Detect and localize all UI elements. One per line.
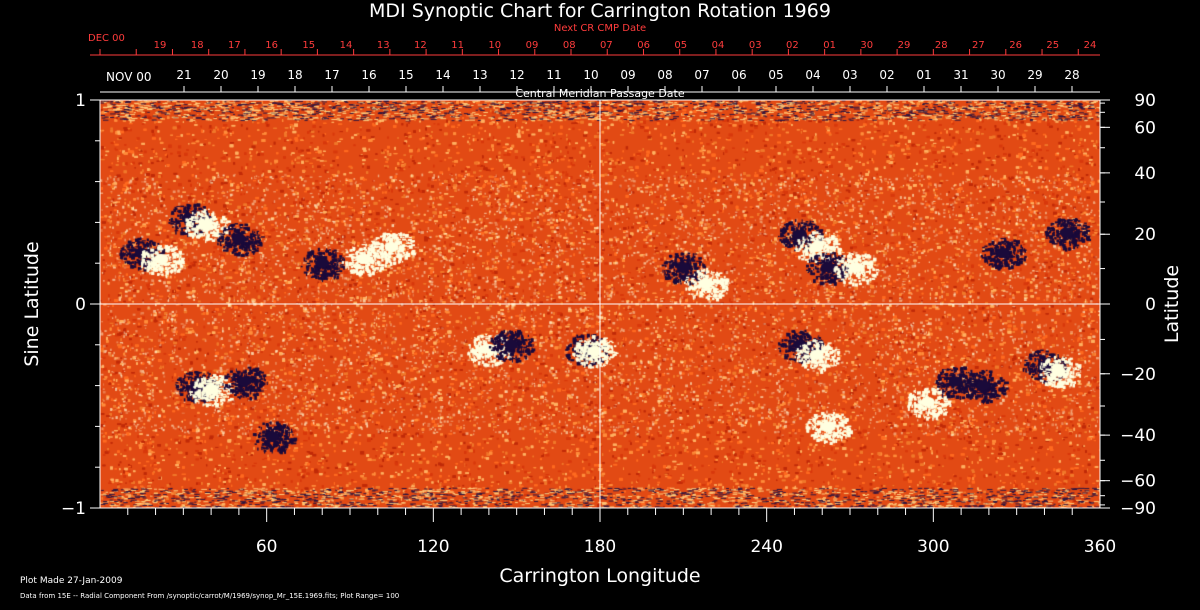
red-date-label: 26 <box>1009 40 1022 51</box>
red-date-label: 03 <box>749 40 762 51</box>
y-right-tick-label: −20 <box>1120 365 1156 385</box>
y-right-tick-label: 90 <box>1134 91 1156 111</box>
red-date-label: 25 <box>1046 40 1059 51</box>
x-tick-label: 60 <box>256 537 278 557</box>
red-date-label: 11 <box>451 40 464 51</box>
red-date-label: 28 <box>935 40 948 51</box>
red-date-label: 18 <box>191 40 204 51</box>
y-right-axis-label: Latitude <box>1161 265 1183 343</box>
red-date-label: 16 <box>265 40 278 51</box>
white-date-label: 10 <box>583 68 598 82</box>
red-date-label: 14 <box>340 40 353 51</box>
y-right-tick-label: 20 <box>1134 225 1156 245</box>
red-date-label: 06 <box>637 40 650 51</box>
red-date-label: 17 <box>228 40 241 51</box>
y-right-tick-label: −40 <box>1120 426 1156 446</box>
white-date-label: 20 <box>213 68 228 82</box>
x-tick-label: 180 <box>584 537 616 557</box>
red-date-label: 09 <box>526 40 539 51</box>
white-date-label: 08 <box>657 68 672 82</box>
white-date-label: 14 <box>435 68 450 82</box>
y-right-tick-label: −90 <box>1120 499 1156 519</box>
white-date-label: 05 <box>768 68 783 82</box>
red-date-label: 30 <box>860 40 873 51</box>
y-right-tick-label: −60 <box>1120 472 1156 492</box>
white-date-label: 12 <box>509 68 524 82</box>
central-meridian-passage-label: Central Meridian Passage Date <box>515 87 685 100</box>
red-date-label: 27 <box>972 40 985 51</box>
white-date-label: 18 <box>287 68 302 82</box>
white-date-label: 04 <box>805 68 820 82</box>
white-date-label: 21 <box>176 68 191 82</box>
x-tick-label: 360 <box>1084 537 1116 557</box>
red-date-label: 08 <box>563 40 576 51</box>
y-right-tick-label: 60 <box>1134 118 1156 138</box>
next-cr-cmp-date-label: Next CR CMP Date <box>553 23 647 34</box>
x-tick-label: 300 <box>917 537 949 557</box>
y-left-axis-label: Sine Latitude <box>21 241 43 366</box>
x-tick-label: 120 <box>417 537 449 557</box>
red-date-label: 24 <box>1084 40 1097 51</box>
white-date-label: 15 <box>398 68 413 82</box>
white-date-label: 03 <box>842 68 857 82</box>
red-date-label: 10 <box>488 40 501 51</box>
y-right-tick-label: 0 <box>1145 295 1156 315</box>
white-axis-start-label: NOV 00 <box>106 70 152 84</box>
white-date-label: 16 <box>361 68 376 82</box>
red-date-label: 19 <box>154 40 167 51</box>
white-date-label: 31 <box>953 68 968 82</box>
white-date-label: 29 <box>1027 68 1042 82</box>
red-date-label: 12 <box>414 40 427 51</box>
x-axis-label: Carrington Longitude <box>499 565 700 587</box>
white-date-label: 09 <box>620 68 635 82</box>
chart-title: MDI Synoptic Chart for Carrington Rotati… <box>369 0 831 22</box>
y-left-tick-label: −1 <box>61 499 86 519</box>
white-date-label: 28 <box>1064 68 1079 82</box>
y-right-tick-label: 40 <box>1134 164 1156 184</box>
y-left-tick-label: 0 <box>75 295 86 315</box>
white-date-label: 06 <box>731 68 746 82</box>
white-date-label: 17 <box>324 68 339 82</box>
red-date-label: 15 <box>302 40 315 51</box>
x-tick-label: 240 <box>750 537 782 557</box>
white-date-label: 19 <box>250 68 265 82</box>
white-date-label: 01 <box>916 68 931 82</box>
white-date-label: 02 <box>879 68 894 82</box>
white-date-label: 30 <box>990 68 1005 82</box>
y-left-tick-label: 1 <box>75 91 86 111</box>
red-date-label: 04 <box>712 40 725 51</box>
red-date-label: 05 <box>674 40 687 51</box>
red-date-label: 01 <box>823 40 836 51</box>
white-date-label: 07 <box>694 68 709 82</box>
red-date-label: 29 <box>898 40 911 51</box>
plot-made-footer: Plot Made 27-Jan-2009 <box>20 576 123 586</box>
red-date-label: 02 <box>786 40 799 51</box>
white-date-label: 11 <box>546 68 561 82</box>
white-date-label: 13 <box>472 68 487 82</box>
red-date-label: 13 <box>377 40 390 51</box>
red-axis-start-label: DEC 00 <box>88 33 125 44</box>
data-source-footer: Data from 15E -- Radial Component From /… <box>20 592 400 600</box>
red-date-label: 07 <box>600 40 613 51</box>
